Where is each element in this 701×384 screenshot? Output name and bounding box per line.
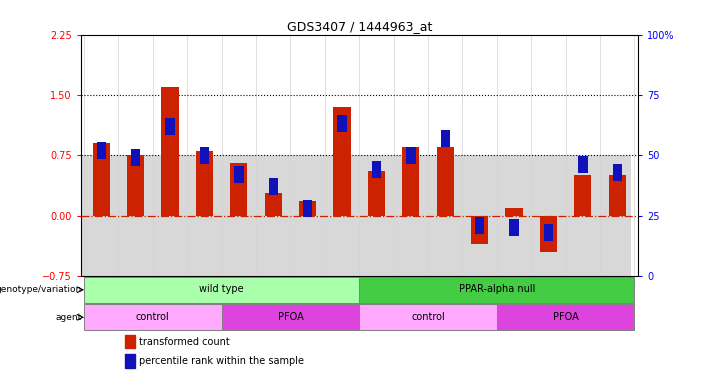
Bar (540, 215, 557, 252)
Bar (334, 107, 350, 215)
Bar (234, 166, 243, 183)
Title: GDS3407 / 1444963_at: GDS3407 / 1444963_at (287, 20, 432, 33)
Text: percentile rank within the sample: percentile rank within the sample (139, 356, 304, 366)
Text: PFOA: PFOA (553, 312, 578, 322)
Bar (608, 175, 626, 215)
Bar (230, 163, 247, 215)
Text: PFOA: PFOA (278, 312, 304, 322)
Bar (475, 217, 484, 234)
Bar (84, 277, 359, 303)
Bar (505, 207, 523, 215)
Bar (613, 164, 622, 180)
Bar (268, 178, 278, 195)
Bar (161, 87, 179, 215)
Bar (196, 151, 213, 215)
Bar (337, 116, 347, 132)
Text: control: control (411, 312, 445, 322)
Bar (165, 118, 175, 135)
Text: agent: agent (55, 313, 81, 322)
Bar (497, 305, 634, 330)
Text: genotype/variation: genotype/variation (0, 285, 81, 294)
Bar (510, 219, 519, 236)
Text: transformed count: transformed count (139, 337, 230, 347)
Bar (125, 354, 135, 367)
Bar (127, 155, 144, 215)
Bar (200, 147, 209, 164)
Bar (265, 193, 282, 215)
Bar (125, 335, 135, 349)
Bar (97, 142, 106, 159)
Bar (574, 175, 592, 215)
Text: wild type: wild type (199, 284, 244, 294)
Bar (222, 305, 360, 330)
Bar (81, 155, 631, 276)
Bar (578, 156, 587, 173)
Text: PPAR-alpha null: PPAR-alpha null (458, 284, 535, 294)
Bar (360, 277, 634, 303)
Bar (440, 130, 450, 147)
Bar (471, 215, 489, 244)
Bar (303, 200, 313, 217)
Bar (544, 224, 553, 241)
Text: control: control (136, 312, 170, 322)
Bar (402, 147, 419, 215)
Bar (93, 143, 110, 215)
Bar (360, 305, 497, 330)
Bar (299, 201, 316, 215)
Bar (437, 147, 454, 215)
Bar (372, 161, 381, 178)
Bar (84, 305, 222, 330)
Bar (131, 149, 140, 166)
Bar (406, 147, 416, 164)
Bar (368, 171, 385, 215)
